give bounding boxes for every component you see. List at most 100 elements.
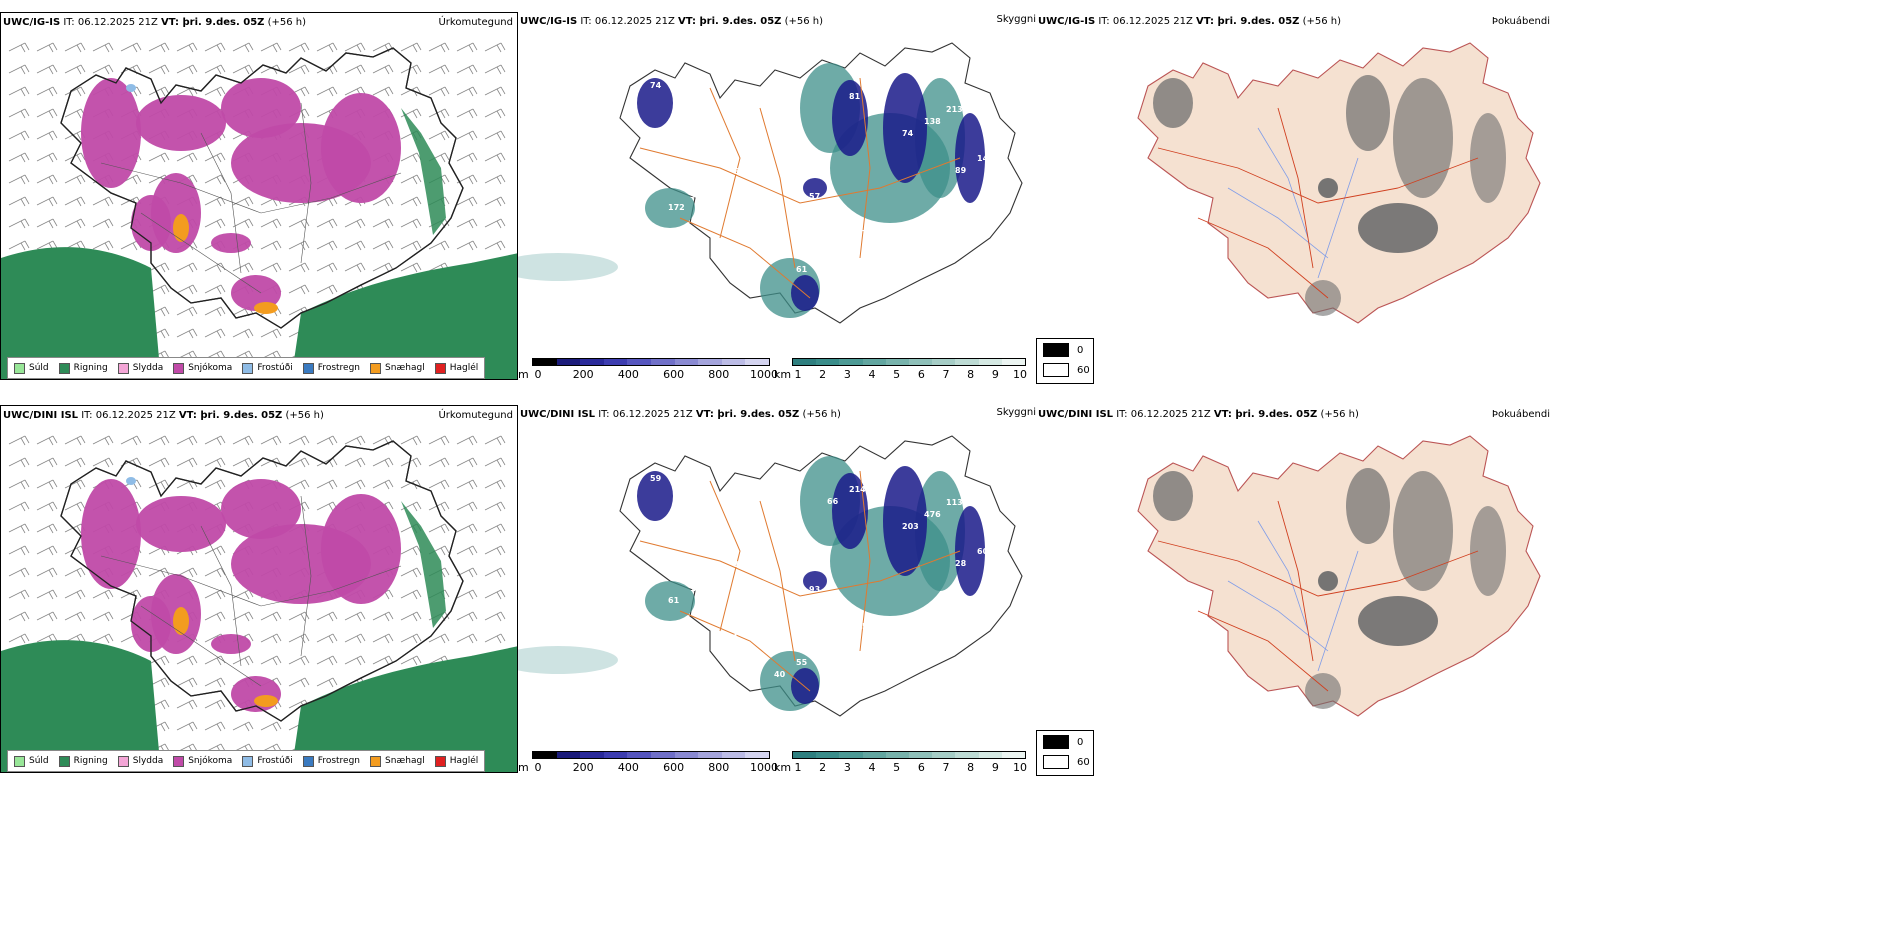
colorbar-strip xyxy=(792,751,1026,759)
wind-barb xyxy=(484,611,506,622)
wind-barb xyxy=(232,611,254,622)
colorbar-step xyxy=(793,752,817,758)
wind-barb xyxy=(8,545,30,556)
peak-label: 134 xyxy=(721,633,738,642)
wind-barb xyxy=(428,457,450,468)
colorbar-step xyxy=(580,359,604,365)
colorbar-step xyxy=(556,752,581,758)
colorbar-step xyxy=(674,359,699,365)
colorbar-unit: m xyxy=(518,368,529,381)
wind-barb xyxy=(372,196,394,207)
wind-barb xyxy=(400,567,422,578)
wind-barb xyxy=(484,240,506,251)
wind-barb xyxy=(36,567,58,578)
colorbar-step xyxy=(839,359,863,365)
legend-label: Haglél xyxy=(449,756,479,766)
wind-barb xyxy=(288,284,310,295)
wind-barb xyxy=(92,611,114,622)
wind-barb xyxy=(92,218,114,229)
wind-barb xyxy=(8,240,30,251)
visibility-map-canvas: 59 51 74 93 57 77 97 84 130 80 72 43 113 153 44 549 315 6… xyxy=(518,435,1023,717)
colorbar-step xyxy=(862,359,886,365)
snow-area xyxy=(231,275,281,311)
peak-label: 68 xyxy=(871,683,883,692)
wind-barb xyxy=(92,240,114,251)
wind-barb xyxy=(176,655,198,666)
fog-area xyxy=(1153,78,1193,128)
wind-barb xyxy=(372,218,394,229)
colorbar-step xyxy=(816,752,840,758)
wind-barb xyxy=(204,42,226,53)
freezing-drizzle-area xyxy=(126,84,136,92)
wind-barb xyxy=(204,655,226,666)
visibility-map-canvas: 74 96 75 57 71 75 94 82 85 106 69 58 213 129 50 197 574 5… xyxy=(518,42,1023,324)
colorbar-step xyxy=(650,752,675,758)
peak-label: 66 xyxy=(827,497,839,506)
wind-barb xyxy=(372,42,394,53)
wind-barb xyxy=(148,655,170,666)
colorbar-tick-label: 3 xyxy=(843,368,851,381)
peak-label: 107 xyxy=(743,228,760,237)
peak-label: 159 xyxy=(690,584,707,593)
fog-area xyxy=(1470,113,1506,203)
wind-barb xyxy=(484,523,506,534)
wind-barb xyxy=(260,262,282,273)
legend-swatch xyxy=(14,755,25,767)
wind-barb xyxy=(148,479,170,490)
wind-barb xyxy=(484,479,506,490)
mountain-area xyxy=(832,473,868,549)
cloud-black-swatch xyxy=(1043,343,1069,357)
wind-barb xyxy=(400,501,422,512)
wind-barb xyxy=(428,86,450,97)
wind-barb xyxy=(64,611,86,622)
low-visibility-area xyxy=(518,646,618,674)
peak-label: 57 xyxy=(862,622,873,631)
peak-label: 28 xyxy=(955,559,967,568)
wind-barb xyxy=(260,655,282,666)
wind-barb xyxy=(64,196,86,207)
wind-barb xyxy=(232,262,254,273)
wind-barb xyxy=(36,218,58,229)
wind-barb xyxy=(484,196,506,207)
colorbar-step xyxy=(885,752,910,758)
wind-barb xyxy=(428,130,450,141)
wind-barb xyxy=(176,86,198,97)
colorbar-step xyxy=(1001,359,1026,365)
peak-label: 75 xyxy=(915,266,927,275)
fog-index-map-row2: UWC/DINI ISL IT: 06.12.2025 21Z VT: þri.… xyxy=(1036,405,1556,745)
wind-barb xyxy=(288,633,310,644)
iceland-coastline xyxy=(60,47,464,329)
fog-index-map-row1: UWC/IG-IS IT: 06.12.2025 21Z VT: þri. 9.… xyxy=(1036,12,1556,352)
wind-barb xyxy=(344,457,366,468)
visibility-map-row1: UWC/IG-IS IT: 06.12.2025 21Z VT: þri. 9.… xyxy=(518,12,1038,382)
colorbar-tick-label: 1 xyxy=(794,368,802,381)
wind-barb xyxy=(400,108,422,119)
legend-swatch xyxy=(173,755,185,767)
wind-barb xyxy=(204,435,226,446)
wind-barb xyxy=(400,218,422,229)
colorbar-step xyxy=(932,752,956,758)
wind-barb xyxy=(260,218,282,229)
colorbar-tick-label: 200 xyxy=(572,368,594,381)
visibility-map-row2: UWC/DINI ISL IT: 06.12.2025 21Z VT: þri.… xyxy=(518,405,1038,775)
wind-barb xyxy=(8,457,30,468)
wind-barb xyxy=(260,42,282,53)
wind-barb xyxy=(372,435,394,446)
wind-barb xyxy=(176,699,198,710)
wind-barb xyxy=(260,611,282,622)
peak-label: 61 xyxy=(668,596,680,605)
colorbar-tick-label: 8 xyxy=(967,761,975,774)
legend-swatch xyxy=(242,362,254,374)
colorbar-step xyxy=(745,359,769,365)
wind-barb xyxy=(484,589,506,600)
rain-area xyxy=(401,108,446,235)
wind-barb xyxy=(344,633,366,644)
wind-barb xyxy=(372,479,394,490)
colorbar-tick-label: 7 xyxy=(942,368,950,381)
mountain-area xyxy=(791,668,819,704)
wind-barb xyxy=(36,174,58,185)
visibility-colorbar: km 1 2 3 4 5 6 7 8 9 10 xyxy=(774,751,1027,775)
colorbar-tick-label: 10 xyxy=(1013,761,1027,774)
wind-barb xyxy=(176,306,198,317)
snow-area xyxy=(136,496,226,552)
